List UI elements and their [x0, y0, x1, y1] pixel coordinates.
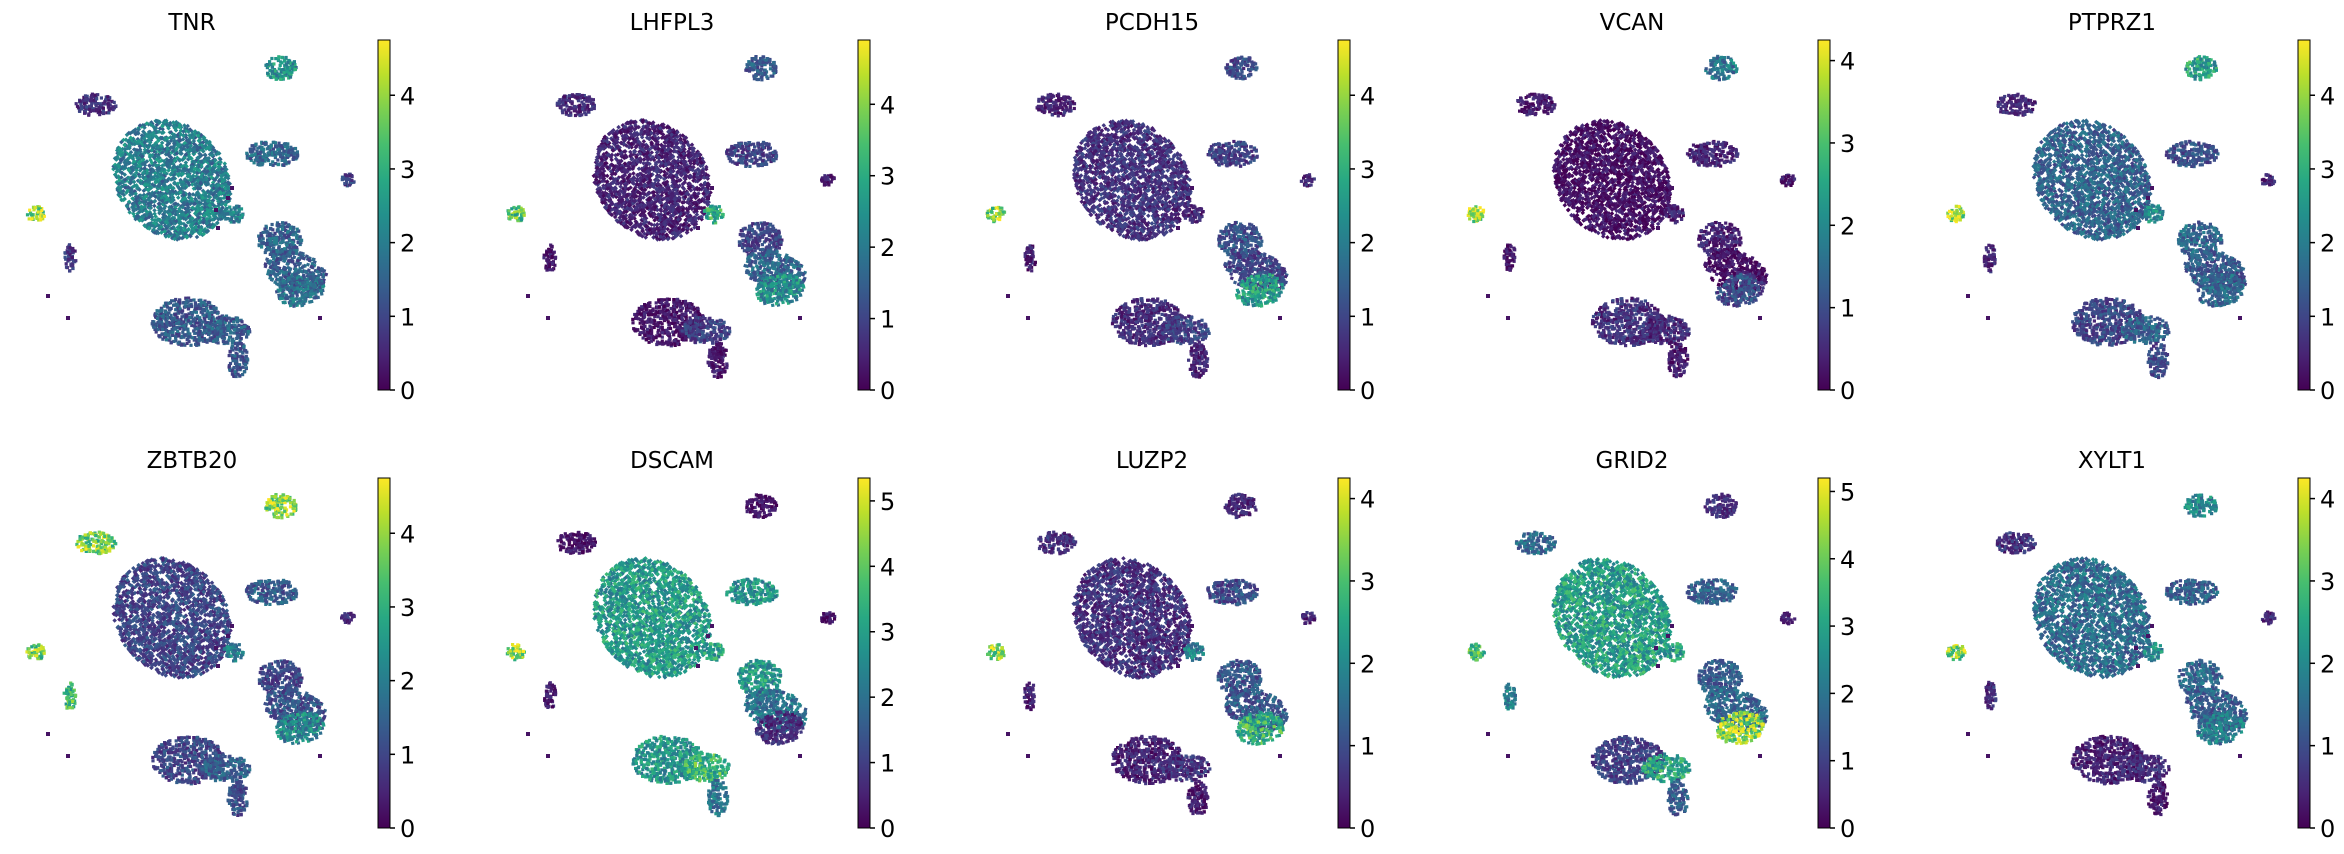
- cell-point: [78, 109, 81, 112]
- cell-point: [107, 111, 110, 114]
- cell-point: [95, 104, 98, 107]
- cell-point: [103, 100, 106, 103]
- cell-point: [88, 105, 91, 108]
- cell-point: [85, 105, 88, 108]
- cell-point: [106, 95, 109, 98]
- cell-point: [88, 108, 91, 111]
- cell-point: [75, 102, 78, 105]
- cell-point: [112, 105, 115, 108]
- cell-point: [83, 112, 86, 115]
- umap-figure: TNR01234LHFPL301234PCDH1501234VCAN01234P…: [0, 0, 2344, 854]
- cell-point: [114, 104, 117, 107]
- cell-point: [102, 107, 105, 110]
- cell-point: [84, 98, 87, 101]
- cell-point: [107, 106, 110, 109]
- cell-point: [102, 112, 105, 115]
- cluster-0: [75, 93, 118, 117]
- cluster-1: [88, 95, 256, 265]
- cell-point: [89, 99, 92, 102]
- panel-title: TNR: [167, 10, 215, 36]
- scatter-points: [26, 55, 356, 378]
- cell-point: [100, 96, 103, 99]
- cell-point: [98, 113, 101, 116]
- cell-point: [127, 210, 132, 215]
- cell-point: [87, 112, 90, 115]
- cell-point: [92, 109, 95, 112]
- cell-point: [91, 93, 94, 96]
- cell-point: [95, 97, 98, 100]
- cell-point: [79, 100, 82, 103]
- cell-point: [113, 101, 116, 104]
- cell-point: [90, 96, 93, 99]
- cell-point: [152, 204, 157, 209]
